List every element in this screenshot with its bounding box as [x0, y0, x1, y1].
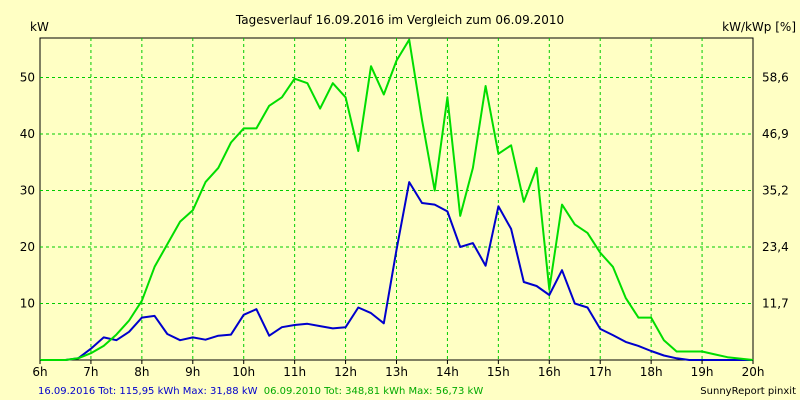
- y-tick-label-left: 40: [20, 127, 35, 141]
- footer-credit: SunnyReport pinxit: [700, 386, 796, 397]
- y-tick-label-left: 30: [20, 184, 35, 198]
- x-tick-label: 12h: [334, 365, 357, 379]
- x-axis: 6h 7h 8h 9h 10h 11h 12h 13h 14h 15h 16h 17h 18h 19h 20…: [32, 360, 764, 379]
- series-lines: [40, 38, 754, 361]
- x-tick-label: 11h: [283, 365, 306, 379]
- y-tick-label-right: 46,9: [762, 127, 789, 141]
- y-tick-label-right: 23,4: [762, 240, 789, 254]
- x-tick-label: 18h: [640, 365, 663, 379]
- y-tick-label-right: 58,6: [762, 71, 789, 85]
- series-line-blue: [40, 181, 753, 361]
- y-axis-left-label: kW: [30, 20, 49, 34]
- x-tick-label: 10h: [232, 365, 255, 379]
- y-tick-label-left: 20: [20, 240, 35, 254]
- x-tick-label: 16h: [538, 365, 561, 379]
- y-tick-label-right: 11,7: [762, 297, 789, 311]
- x-tick-label: 14h: [436, 365, 459, 379]
- x-tick-label: 13h: [385, 365, 408, 379]
- y-tick-label-left: 50: [20, 71, 35, 85]
- grid: [40, 38, 753, 360]
- x-tick-label: 17h: [589, 365, 612, 379]
- series-line-green: [40, 38, 754, 361]
- footer-summary: 16.09.2016 Tot: 115,95 kWh Max: 31,88 kW…: [38, 386, 483, 397]
- y-axis-right: 11,7 23,4 35,2 46,9 58,6: [762, 71, 789, 311]
- y-tick-label-right: 35,2: [762, 184, 789, 198]
- x-tick-label: 8h: [134, 365, 149, 379]
- y-tick-label-left: 10: [20, 297, 35, 311]
- x-tick-label: 9h: [185, 365, 200, 379]
- x-tick-label: 15h: [487, 365, 510, 379]
- x-tick-label: 6h: [32, 365, 47, 379]
- footer-blue-summary: 16.09.2016 Tot: 115,95 kWh Max: 31,88 kW: [38, 386, 258, 397]
- x-tick-label: 20h: [742, 365, 765, 379]
- x-tick-label: 7h: [83, 365, 98, 379]
- y-axis-left: 10 20 30 40 50: [20, 71, 35, 311]
- x-tick-label: 19h: [691, 365, 714, 379]
- footer-green-summary: 06.09.2010 Tot: 348,81 kWh Max: 56,73 kW: [264, 386, 484, 397]
- chart-title: Tagesverlauf 16.09.2016 im Vergleich zum…: [235, 13, 564, 27]
- y-axis-right-label: kW/kWp [%]: [722, 20, 796, 34]
